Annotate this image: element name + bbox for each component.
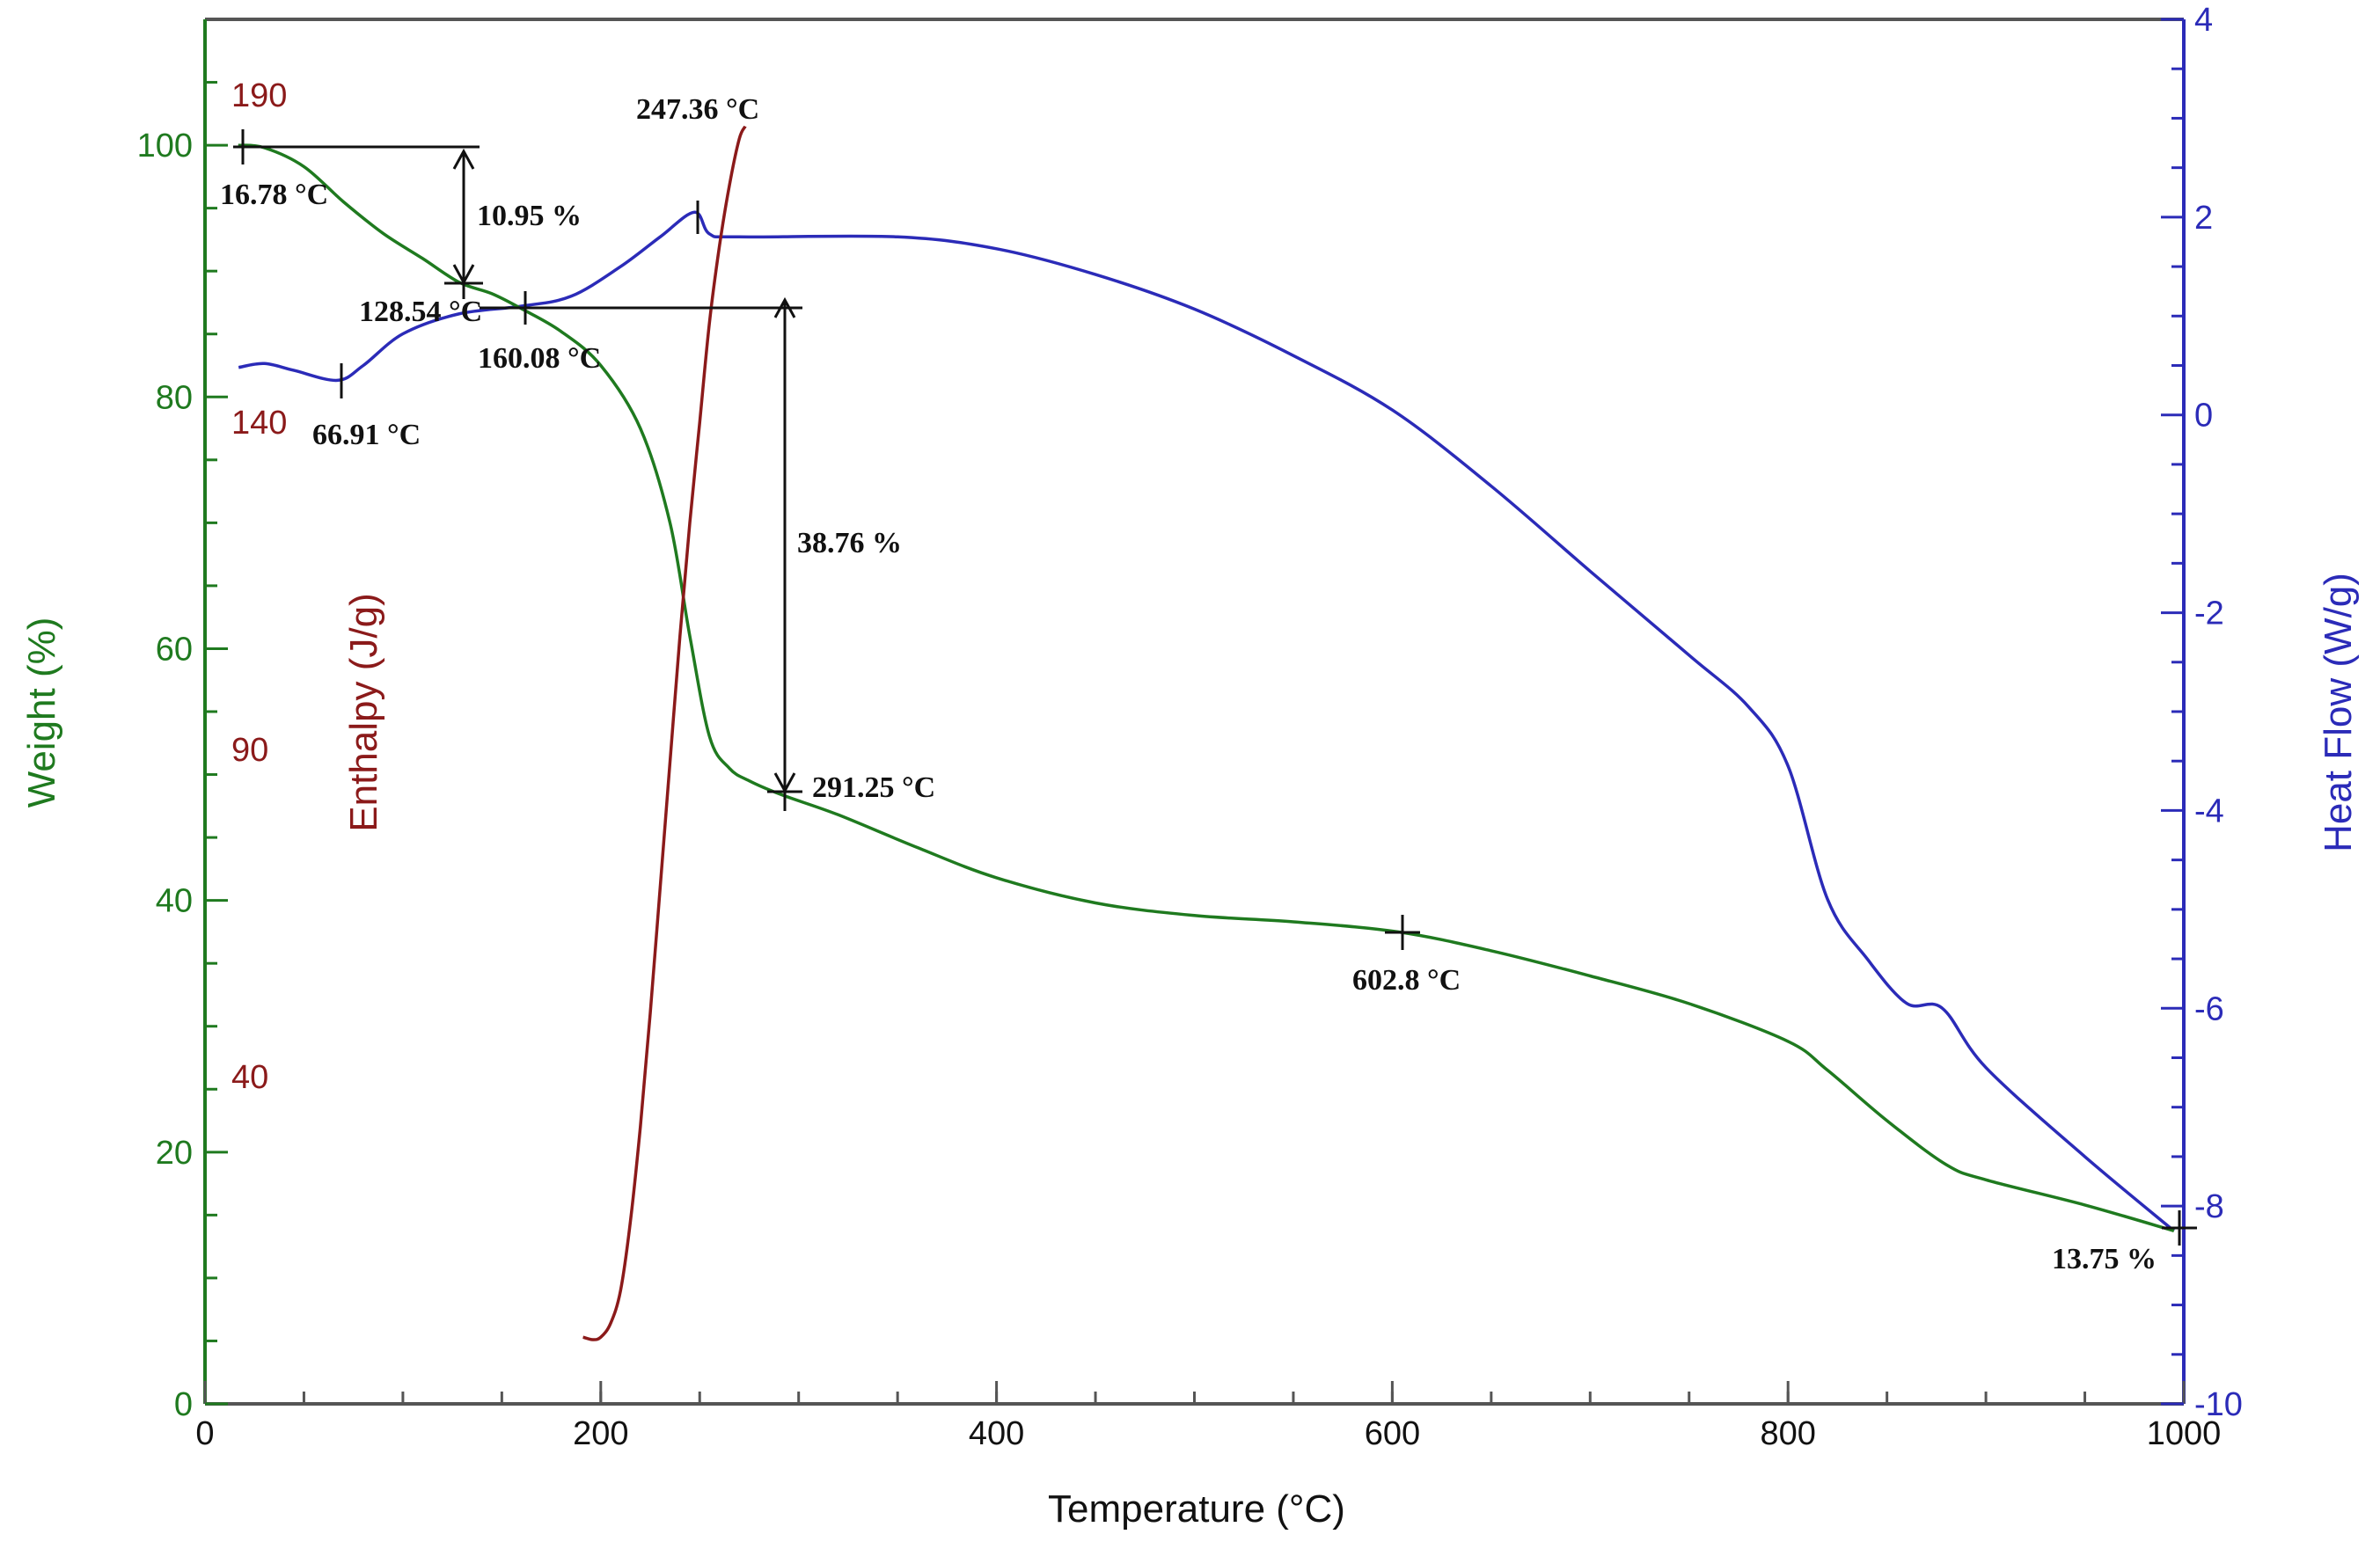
- x-tick-label: 600: [1365, 1415, 1420, 1452]
- heat-flow-tick-label: -8: [2194, 1188, 2224, 1225]
- x-tick-label: 800: [1760, 1415, 1815, 1452]
- label-38-76-pct: 38.76 %: [797, 527, 902, 559]
- enthalpy-tick-label: 40: [231, 1059, 268, 1096]
- enthalpy-axis-title: Enthalpy (J/g): [342, 593, 385, 831]
- marker-602-8: [1385, 915, 1420, 950]
- heat-flow-tick-label: 4: [2194, 2, 2213, 39]
- label-160-08: 160.08 °C: [478, 342, 601, 375]
- heat-flow-tick-label: 2: [2194, 200, 2213, 237]
- marker-160-08: [508, 291, 543, 325]
- heat-flow-axis-title: Heat Flow (W/g): [2317, 573, 2360, 852]
- x-axis-title: Temperature (°C): [1048, 1487, 1345, 1531]
- label-128-54: 128.54 °C: [359, 296, 482, 328]
- enthalpy-curve: [582, 125, 747, 1341]
- weight-tick-label: 100: [137, 128, 193, 164]
- heat-flow-tick-label: -6: [2194, 990, 2224, 1027]
- heat-flow-tick-label: -4: [2194, 793, 2224, 829]
- x-tick-label: 400: [969, 1415, 1024, 1452]
- marker-128-54: [444, 267, 483, 299]
- weight-tick-label: 60: [156, 631, 193, 668]
- enthalpy-axis-ticks: 40 90 140 190: [231, 77, 287, 1096]
- x-tick-label: 1000: [2147, 1415, 2222, 1452]
- enthalpy-tick-label: 90: [231, 732, 268, 769]
- label-10-95-pct: 10.95 %: [477, 200, 582, 232]
- annotation-lines: [233, 145, 802, 794]
- heat-flow-curve: [238, 210, 2175, 1232]
- label-13-75-pct: 13.75 %: [2052, 1243, 2157, 1275]
- marker-291-25: [767, 774, 802, 811]
- heat-flow-tick-label: 0: [2194, 398, 2213, 435]
- label-602-8: 602.8 °C: [1352, 964, 1461, 997]
- weight-axis-ticks: 0 20 40 60 80 100: [137, 81, 228, 1423]
- marker-13-75: [2162, 1210, 2197, 1246]
- x-axis-ticks: 0 200 400 600 800 1000: [195, 1381, 2221, 1452]
- weight-tick-label: 40: [156, 883, 193, 920]
- weight-tick-label: 80: [156, 379, 193, 416]
- label-291-25: 291.25 °C: [812, 771, 935, 804]
- weight-tick-label: 20: [156, 1135, 193, 1172]
- heat-flow-tick-label: -10: [2194, 1386, 2243, 1423]
- x-tick-label: 200: [573, 1415, 628, 1452]
- enthalpy-tick-label: 190: [231, 77, 287, 114]
- weight-axis-title: Weight (%): [20, 617, 63, 808]
- enthalpy-tick-label: 140: [231, 405, 287, 442]
- heat-flow-axis-ticks: -10 -8 -6 -4 -2 0 2 4: [2161, 2, 2243, 1423]
- step2-arrow-up-head: [773, 296, 796, 318]
- weight-tick-label: 0: [174, 1386, 193, 1423]
- heat-flow-tick-label: -2: [2194, 595, 2224, 632]
- label-16-78: 16.78 °C: [220, 179, 328, 211]
- x-tick-label: 0: [195, 1415, 214, 1452]
- weight-curve: [238, 143, 2175, 1232]
- step1-arrow-up-head: [452, 148, 475, 170]
- label-247-36: 247.36 °C: [636, 93, 759, 126]
- label-66-91: 66.91 °C: [312, 419, 421, 451]
- crosshair-markers: [241, 129, 2197, 1246]
